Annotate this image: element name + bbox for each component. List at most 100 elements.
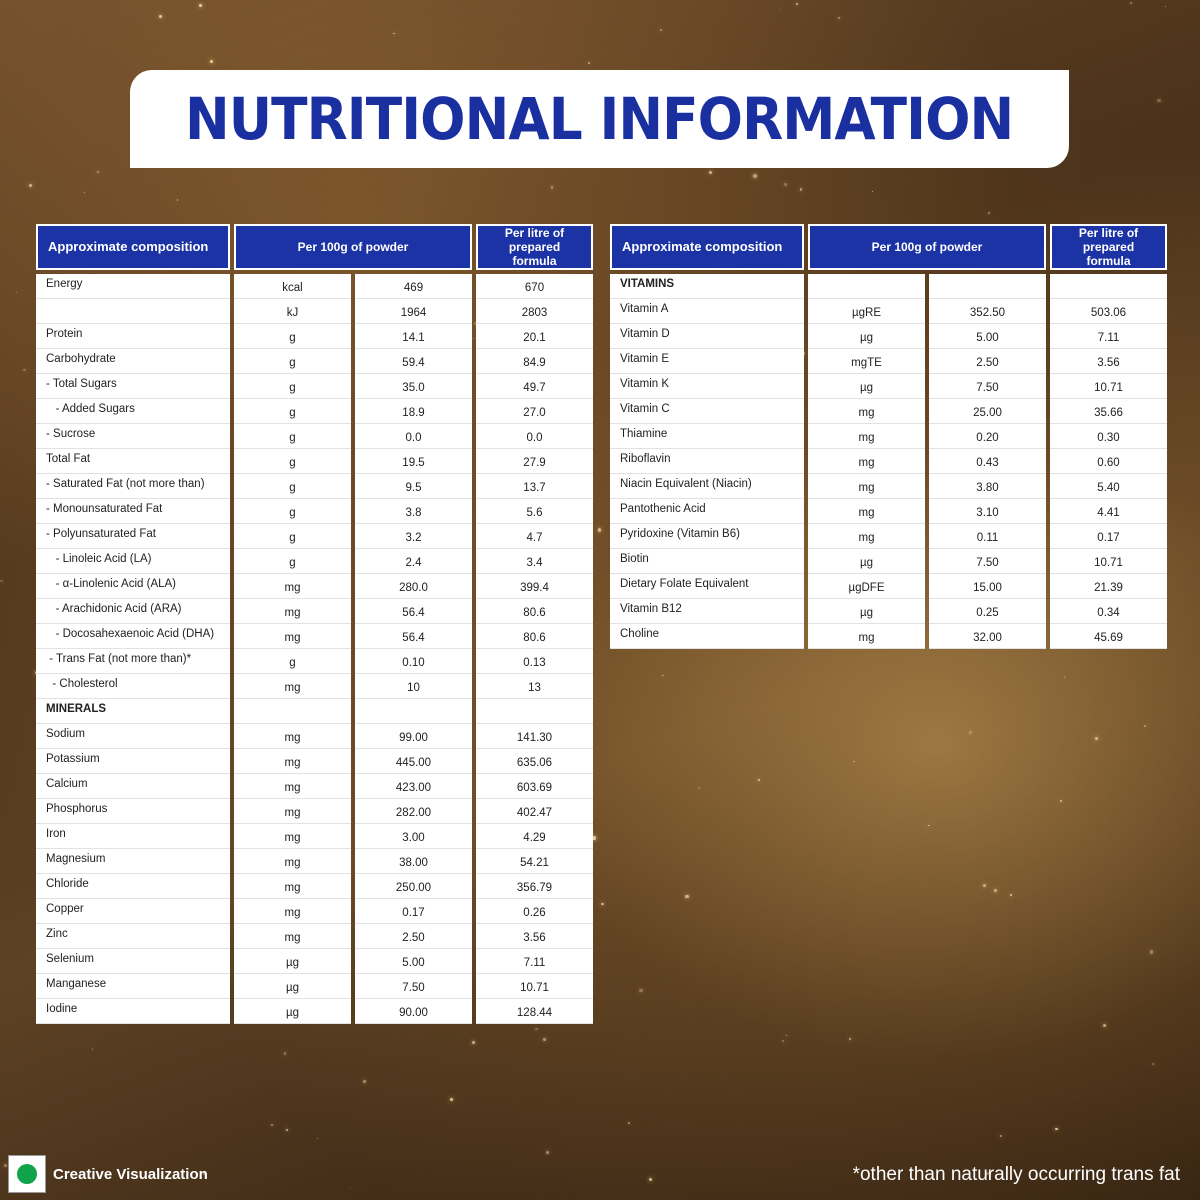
sparkle [592, 836, 596, 840]
header-per-litre-line2: prepared formula [1082, 240, 1135, 268]
sparkle [848, 1037, 851, 1040]
nutrient-unit: mg [808, 399, 925, 424]
value-per-100g: 5.00 [355, 949, 472, 974]
table-row: - Monounsaturated Fat g 3.8 5.6 [36, 499, 593, 524]
table-row: - Docosahexaenoic Acid (DHA) mg 56.4 80.6 [36, 624, 593, 649]
value-per-100g: 250.00 [355, 874, 472, 899]
sparkle [449, 1097, 453, 1101]
sparkle [757, 779, 760, 781]
sparkle [393, 32, 395, 34]
right-nutrition-table: Approximate composition Per 100g of powd… [606, 224, 1171, 649]
nutrient-name: Phosphorus [36, 799, 230, 824]
nutrient-unit: mg [808, 449, 925, 474]
title-banner: NUTRITIONAL INFORMATION [130, 70, 1069, 168]
table-row: Riboflavin mg 0.43 0.60 [610, 449, 1167, 474]
nutrient-name: Thiamine [610, 424, 804, 449]
sparkle [283, 1052, 287, 1055]
table-header-row: Approximate composition Per 100g of powd… [36, 224, 593, 270]
value-per-100g: 19.5 [355, 449, 472, 474]
creative-visualization-label: Creative Visualization [53, 1166, 208, 1183]
sparkle [752, 174, 757, 178]
value-per-litre: 10.71 [1050, 549, 1167, 574]
nutrient-name: - Sucrose [36, 424, 230, 449]
table-row: - Total Sugars g 35.0 49.7 [36, 374, 593, 399]
value-per-litre: 0.60 [1050, 449, 1167, 474]
table-row: Sodium mg 99.00 141.30 [36, 724, 593, 749]
sparkle [697, 786, 701, 789]
nutrient-name: - Docosahexaenoic Acid (DHA) [36, 624, 230, 649]
sparkle [872, 190, 874, 193]
sparkle [363, 1080, 367, 1083]
nutrient-name: Vitamin B12 [610, 599, 804, 624]
nutrient-unit: µg [808, 324, 925, 349]
table-row: Choline mg 32.00 45.69 [610, 624, 1167, 649]
sparkle [628, 1122, 630, 1124]
sparkle [782, 1040, 785, 1042]
sparkle [473, 322, 477, 326]
table-row: kJ 1964 2803 [36, 299, 593, 324]
sparkle [1157, 98, 1161, 103]
table-row: Pyridoxine (Vitamin B6) mg 0.11 0.17 [610, 524, 1167, 549]
sparkle [202, 1172, 206, 1176]
sparkle [176, 199, 179, 202]
sparkle [1055, 1128, 1058, 1131]
nutrient-unit: mg [234, 774, 351, 799]
value-per-litre: 356.79 [476, 874, 593, 899]
value-per-100g: 2.50 [929, 349, 1046, 374]
nutrient-name: - Polyunsaturated Fat [36, 524, 230, 549]
sparkle [1130, 2, 1133, 5]
value-per-litre: 35.66 [1050, 399, 1167, 424]
value-per-100g: 0.20 [929, 424, 1046, 449]
sparkle [1059, 799, 1062, 802]
sparkle [1162, 1170, 1165, 1173]
value-per-litre: 503.06 [1050, 299, 1167, 324]
sparkle [969, 730, 972, 734]
value-per-100g: 445.00 [355, 749, 472, 774]
value-per-100g: 14.1 [355, 324, 472, 349]
nutrient-name: Vitamin E [610, 349, 804, 374]
nutrient-unit: µg [808, 374, 925, 399]
table-row: - Saturated Fat (not more than) g 9.5 13.7 [36, 474, 593, 499]
value-per-100g: 10 [355, 674, 472, 699]
header-per-litre-line1: Per litre of [504, 226, 565, 240]
nutrient-name: Potassium [36, 749, 230, 774]
table-row: Biotin µg 7.50 10.71 [610, 549, 1167, 574]
left-nutrition-table: Approximate composition Per 100g of powd… [32, 224, 597, 1024]
sparkle [785, 1034, 788, 1037]
table-row: Total Fat g 19.5 27.9 [36, 449, 593, 474]
table-row: Calcium mg 423.00 603.69 [36, 774, 593, 799]
nutrient-unit: mg [234, 749, 351, 774]
value-per-100g: 352.50 [929, 299, 1046, 324]
value-per-100g: 15.00 [929, 574, 1046, 599]
table-row: Manganese µg 7.50 10.71 [36, 974, 593, 999]
header-per-100g: Per 100g of powder [808, 224, 1046, 270]
value-per-100g: 90.00 [355, 999, 472, 1024]
nutrient-unit: g [234, 374, 351, 399]
sparkle [22, 368, 26, 372]
sparkle [983, 884, 986, 887]
sparkle [1009, 893, 1013, 897]
value-per-100g: 35.0 [355, 374, 472, 399]
nutrient-name: Chloride [36, 874, 230, 899]
sparkle [198, 3, 203, 8]
nutrient-unit: mg [234, 674, 351, 699]
value-per-100g: 0.25 [929, 599, 1046, 624]
value-per-litre: 80.6 [476, 624, 593, 649]
nutrient-unit: g [234, 474, 351, 499]
value-per-100g: 3.80 [929, 474, 1046, 499]
sparkle [159, 15, 163, 19]
table-row: Selenium µg 5.00 7.11 [36, 949, 593, 974]
sparkle [778, 9, 780, 11]
nutrient-name: - Added Sugars [36, 399, 230, 424]
sparkle [639, 988, 643, 993]
value-per-litre: 0.30 [1050, 424, 1167, 449]
nutrient-name: Sodium [36, 724, 230, 749]
nutrient-unit: mg [808, 624, 925, 649]
value-per-litre: 49.7 [476, 374, 593, 399]
table-row: Potassium mg 445.00 635.06 [36, 749, 593, 774]
sparkle [1144, 724, 1147, 727]
value-per-100g: 0.43 [929, 449, 1046, 474]
sparkle [0, 579, 3, 583]
nutrient-name: - Linoleic Acid (LA) [36, 549, 230, 574]
